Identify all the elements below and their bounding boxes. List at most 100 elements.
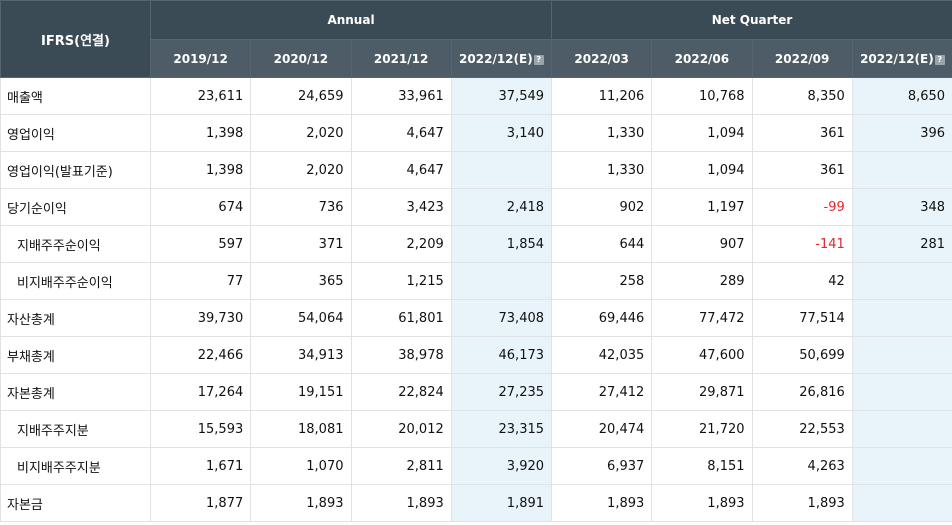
value-cell: 1,877 — [149, 484, 252, 522]
period-header: 2020/12 — [250, 39, 352, 78]
value-cell: 20,474 — [551, 410, 653, 448]
value-cell: 18,081 — [250, 410, 352, 448]
value-cell: 2,811 — [350, 447, 452, 485]
value-cell: 361 — [751, 114, 853, 152]
row-label: 비지배주주지분 — [0, 447, 151, 485]
info-icon[interactable]: ? — [934, 54, 945, 65]
row-label: 자산총계 — [0, 299, 151, 337]
value-cell: 8,650 — [851, 77, 952, 115]
row-label: 자본총계 — [0, 373, 151, 411]
period-header: 2022/12(E)? — [450, 39, 553, 78]
value-cell: 42,035 — [551, 336, 653, 374]
value-cell — [450, 262, 553, 300]
value-cell — [450, 151, 553, 189]
info-icon[interactable]: ? — [533, 54, 544, 65]
value-cell: 37,549 — [450, 77, 553, 115]
value-cell: 1,893 — [751, 484, 853, 522]
period-header: 2022/09 — [751, 39, 853, 78]
value-cell: 77,472 — [651, 299, 753, 337]
value-cell: 19,151 — [250, 373, 352, 411]
row-label: 당기순이익 — [0, 188, 151, 226]
table-row: 영업이익(발표기준) 1,398 2,020 4,647 1,330 1,094 361 — [0, 151, 952, 189]
period-header: 2022/12(E)? — [851, 39, 952, 78]
table-row: 자산총계 39,730 54,064 61,801 73,408 69,446 77,472… — [0, 299, 952, 337]
value-cell: 10,768 — [651, 77, 753, 115]
value-cell: 11,206 — [551, 77, 653, 115]
value-cell — [851, 373, 952, 411]
value-cell: 289 — [651, 262, 753, 300]
value-cell: 42 — [751, 262, 853, 300]
annual-group-header: Annual — [149, 0, 553, 40]
table-row: 비지배주주순이익 77 365 1,215 258 289 42 — [0, 262, 952, 300]
value-cell: 1,893 — [551, 484, 653, 522]
value-cell: 17,264 — [149, 373, 252, 411]
table-row: 당기순이익 674 736 3,423 2,418 902 1,197 -99 348 — [0, 188, 952, 226]
ifrs-consolidated-header: IFRS(연결) — [0, 0, 151, 78]
table-row: 지배주주지분 15,593 18,081 20,012 23,315 20,474 21,7… — [0, 410, 952, 448]
value-cell: 1,891 — [450, 484, 553, 522]
period-header: 2022/06 — [651, 39, 753, 78]
value-cell: 644 — [551, 225, 653, 263]
value-cell: 1,330 — [551, 114, 653, 152]
value-cell: 597 — [149, 225, 252, 263]
value-cell — [851, 336, 952, 374]
value-cell: 281 — [851, 225, 952, 263]
value-cell — [851, 447, 952, 485]
value-cell: 26,816 — [751, 373, 853, 411]
table-body: 매출액 23,611 24,659 33,961 37,549 11,206 10,768 8… — [0, 77, 952, 522]
value-cell: 1,197 — [651, 188, 753, 226]
value-cell: 1,094 — [651, 151, 753, 189]
value-cell: 396 — [851, 114, 952, 152]
period-label: 2022/09 — [774, 51, 830, 66]
value-cell: 39,730 — [149, 299, 252, 337]
value-cell: 47,600 — [651, 336, 753, 374]
value-cell: 77 — [149, 262, 252, 300]
value-cell: 907 — [651, 225, 753, 263]
value-cell: 23,611 — [149, 77, 252, 115]
row-label: 영업이익 — [0, 114, 151, 152]
value-cell: 69,446 — [551, 299, 653, 337]
period-header: 2022/03 — [551, 39, 653, 78]
value-cell — [851, 151, 952, 189]
period-label: 2020/12 — [273, 51, 329, 66]
value-cell: 6,937 — [551, 447, 653, 485]
table-row: 자본총계 17,264 19,151 22,824 27,235 27,412 29,871… — [0, 373, 952, 411]
value-cell: 1,215 — [350, 262, 452, 300]
value-cell: 21,720 — [651, 410, 753, 448]
period-label: 2022/12(E) — [459, 51, 533, 66]
value-cell: -141 — [751, 225, 853, 263]
value-cell: 258 — [551, 262, 653, 300]
value-cell: 22,553 — [751, 410, 853, 448]
value-cell: 736 — [250, 188, 352, 226]
value-cell: 371 — [250, 225, 352, 263]
table-row: 부채총계 22,466 34,913 38,978 46,173 42,035 47,600… — [0, 336, 952, 374]
row-label: 영업이익(발표기준) — [0, 151, 151, 189]
value-cell: 23,315 — [450, 410, 553, 448]
period-label: 2022/06 — [674, 51, 730, 66]
table-row: 비지배주주지분 1,671 1,070 2,811 3,920 6,937 8,151 4,2… — [0, 447, 952, 485]
value-cell: -99 — [751, 188, 853, 226]
row-label: 지배주주지분 — [0, 410, 151, 448]
value-cell: 361 — [751, 151, 853, 189]
value-cell: 2,418 — [450, 188, 553, 226]
value-cell: 27,412 — [551, 373, 653, 411]
value-cell: 1,398 — [149, 151, 252, 189]
value-cell: 33,961 — [350, 77, 452, 115]
value-cell: 1,893 — [250, 484, 352, 522]
value-cell: 4,647 — [350, 114, 452, 152]
value-cell: 348 — [851, 188, 952, 226]
value-cell: 365 — [250, 262, 352, 300]
value-cell: 1,893 — [350, 484, 452, 522]
value-cell: 34,913 — [250, 336, 352, 374]
value-cell: 22,466 — [149, 336, 252, 374]
value-cell: 1,070 — [250, 447, 352, 485]
row-label: 매출액 — [0, 77, 151, 115]
value-cell: 3,140 — [450, 114, 553, 152]
value-cell: 1,398 — [149, 114, 252, 152]
value-cell: 1,330 — [551, 151, 653, 189]
value-cell: 3,920 — [450, 447, 553, 485]
value-cell: 24,659 — [250, 77, 352, 115]
value-cell: 50,699 — [751, 336, 853, 374]
value-cell: 1,094 — [651, 114, 753, 152]
